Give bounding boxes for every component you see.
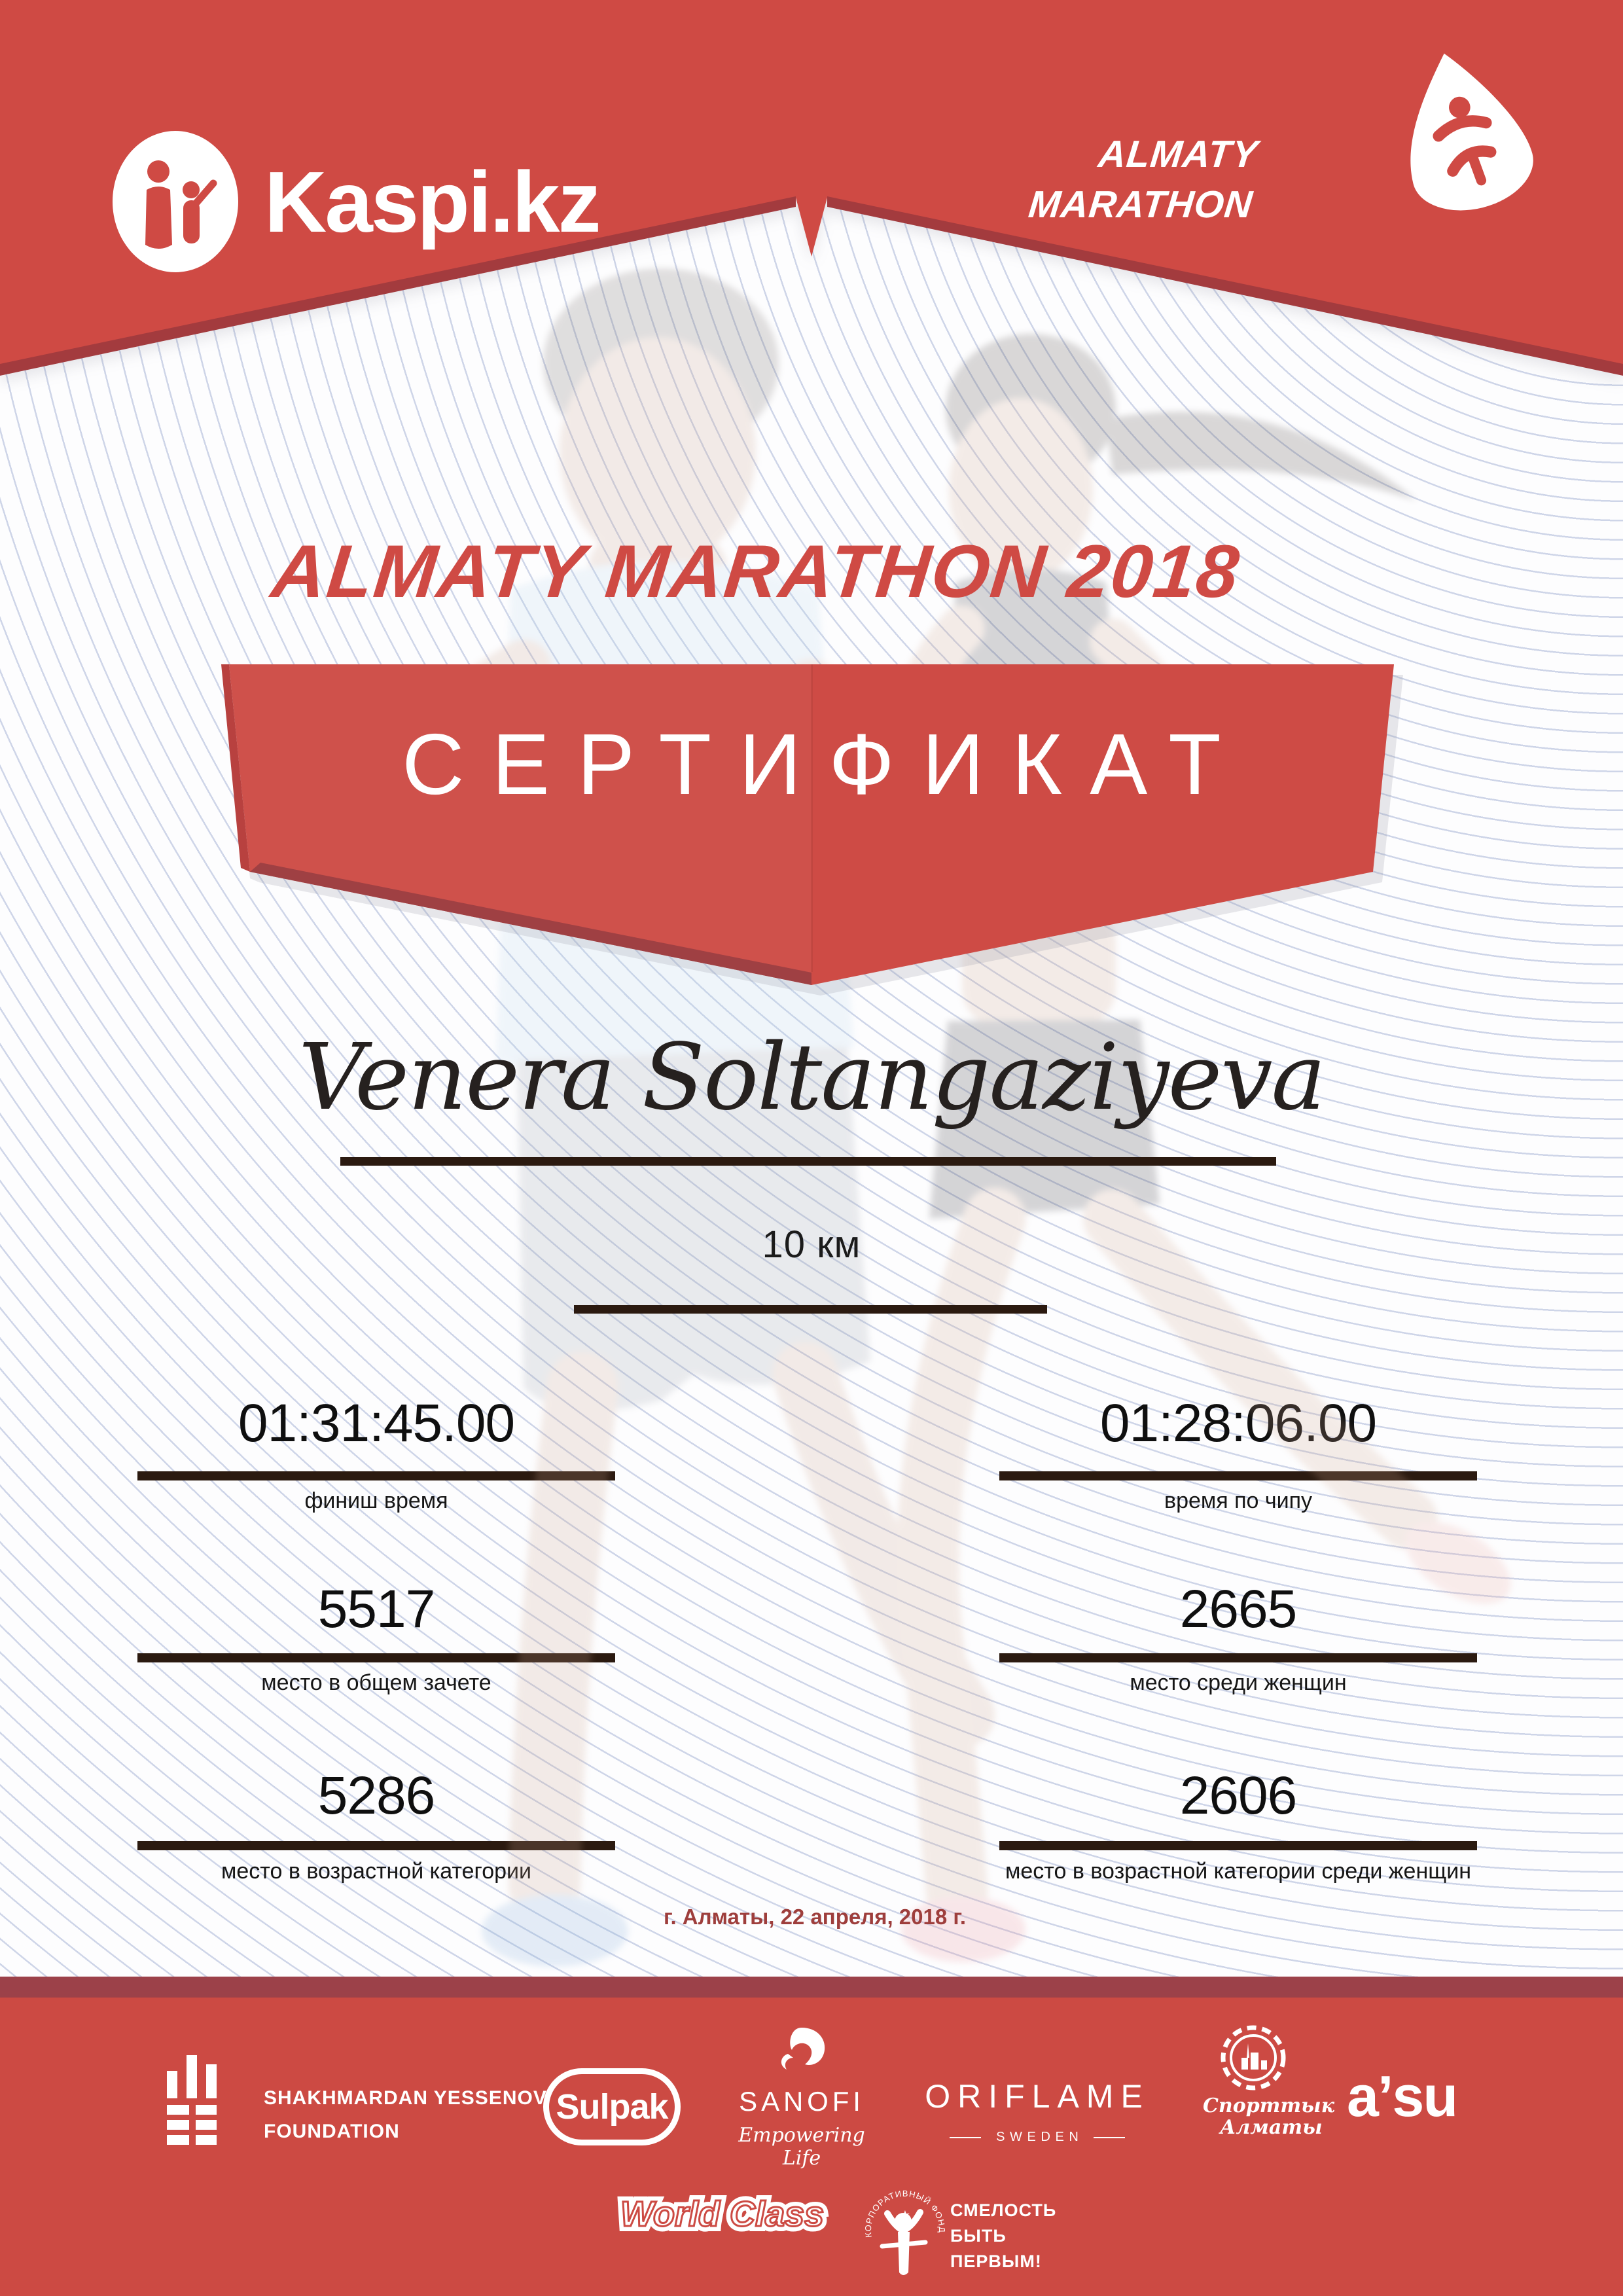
yessenov-foundation-text: SHAKHMARDAN YESSENOV FOUNDATION: [264, 2055, 547, 2148]
oriflame-logo-text: ORIFLAME: [925, 2078, 1150, 2115]
almaty-marathon-logo-text: ALMATY MARATHON: [1026, 130, 1260, 230]
sanofi-logo-text: SANOFI: [739, 2086, 865, 2117]
finish-time-value: 01:31:45.00: [238, 1393, 515, 1453]
oriflame-left-rule: [949, 2136, 981, 2138]
asu-logo-text: aʼsu: [1347, 2064, 1458, 2128]
chip-time-label: время по чипу: [1164, 1488, 1312, 1513]
corporate-fund-emblem: КОРПОРАТИВНЫЙ ФОНД ★: [863, 2189, 946, 2275]
overall-place-rule: [137, 1653, 615, 1662]
name-underline: [340, 1157, 1276, 1166]
women-place-label: место среди женщин: [1130, 1670, 1347, 1695]
sport-almaty-line1: Спорттык: [1203, 2094, 1334, 2117]
kaspi-family-icon: [113, 131, 238, 272]
certificate-ribbon: [221, 664, 1394, 985]
certificate-label: СЕРТИФИКАТ: [402, 716, 1249, 812]
participant-name: Venera Soltangaziyeva: [298, 1024, 1326, 1131]
almaty-marathon-logo: ALMATY MARATHON: [1027, 46, 1533, 255]
fund-slogan: СМЕЛОСТЬ БЫТЬ ПЕРВЫМ!: [950, 2198, 1056, 2274]
oriflame-right-rule: [1094, 2136, 1126, 2138]
sanofi-tagline: Empowering Life: [738, 2124, 865, 2170]
chip-time-value: 01:28:06.00: [1099, 1393, 1377, 1453]
sport-almaty-line2: Алматы: [1220, 2116, 1323, 2139]
oriflame-country-text: SWEDEN: [996, 2130, 1084, 2144]
marathon-runner-drop-icon: [1410, 53, 1533, 211]
fund-slogan-line3: ПЕРВЫМ!: [950, 2251, 1042, 2272]
yessenov-foundation-icon: [167, 2055, 224, 2145]
sulpak-logo-text: Sulpak: [556, 2087, 668, 2126]
distance-underline: [574, 1305, 1047, 1314]
women-place-rule: [999, 1653, 1477, 1662]
age-category-women-place-value: 2606: [1179, 1766, 1297, 1825]
finish-time-rule: [137, 1471, 615, 1480]
sponsors-footer: SHAKHMARDAN YESSENOV FOUNDATION Sulpak S…: [0, 1998, 1623, 2296]
sport-almaty-logo: Спорттык Алматы: [1203, 2024, 1334, 2139]
age-category-place-label: место в возрастной категории: [221, 1859, 531, 1884]
kaspi-logo: Kaspi.kz: [110, 130, 601, 274]
sulpak-logo: Sulpak: [543, 2068, 681, 2145]
event-title: ALMATY MARATHON 2018: [268, 530, 1244, 613]
finish-time-label: финиш время: [304, 1488, 448, 1513]
chip-time-rule: [999, 1471, 1477, 1480]
yessenov-line2: FOUNDATION: [264, 2121, 400, 2142]
yessenov-line1: SHAKHMARDAN YESSENOV: [264, 2087, 547, 2109]
city-date-line: г. Алматы, 22 апреля, 2018 г.: [664, 1905, 966, 1929]
fund-slogan-line1: СМЕЛОСТЬ: [950, 2200, 1057, 2220]
age-category-women-place-rule: [999, 1841, 1477, 1850]
women-place-value: 2665: [1179, 1579, 1297, 1639]
overall-place-value: 5517: [317, 1579, 435, 1639]
footer-accent-strip: [0, 1977, 1623, 1998]
age-category-place-value: 5286: [317, 1766, 435, 1825]
header-banner: [0, 0, 1623, 376]
sanofi-logo: SANOFI Empowering Life: [723, 2024, 880, 2170]
oriflame-logo: ORIFLAME SWEDEN: [924, 2077, 1150, 2145]
almaty-marathon-line1: ALMATY: [1096, 133, 1260, 175]
almaty-marathon-line2: MARATHON: [1026, 183, 1255, 226]
oriflame-sweden-row: SWEDEN: [924, 2130, 1150, 2145]
sanofi-bird-icon: [781, 2028, 825, 2070]
world-class-text: World Class: [619, 2194, 825, 2235]
age-category-women-place-label: место в возрастной категории среди женщи…: [1005, 1859, 1471, 1884]
sport-almaty-text: Спорттык Алматы: [1203, 2094, 1334, 2139]
kaspi-logo-text: Kaspi.kz: [264, 153, 601, 250]
distance-value: 10 км: [762, 1223, 861, 1266]
world-class-logo: World Class World Class: [615, 2189, 829, 2239]
yessenov-foundation-logo: SHAKHMARDAN YESSENOV FOUNDATION: [167, 2055, 547, 2148]
asu-logo: aʼsu: [1347, 2063, 1458, 2130]
fund-slogan-line2: БЫТЬ: [950, 2226, 1007, 2246]
sport-almaty-emblem-icon: [1221, 2025, 1286, 2090]
overall-place-label: место в общем зачете: [261, 1670, 491, 1695]
age-category-place-rule: [137, 1841, 615, 1850]
world-class-halo-text: World Class: [615, 2189, 829, 2239]
